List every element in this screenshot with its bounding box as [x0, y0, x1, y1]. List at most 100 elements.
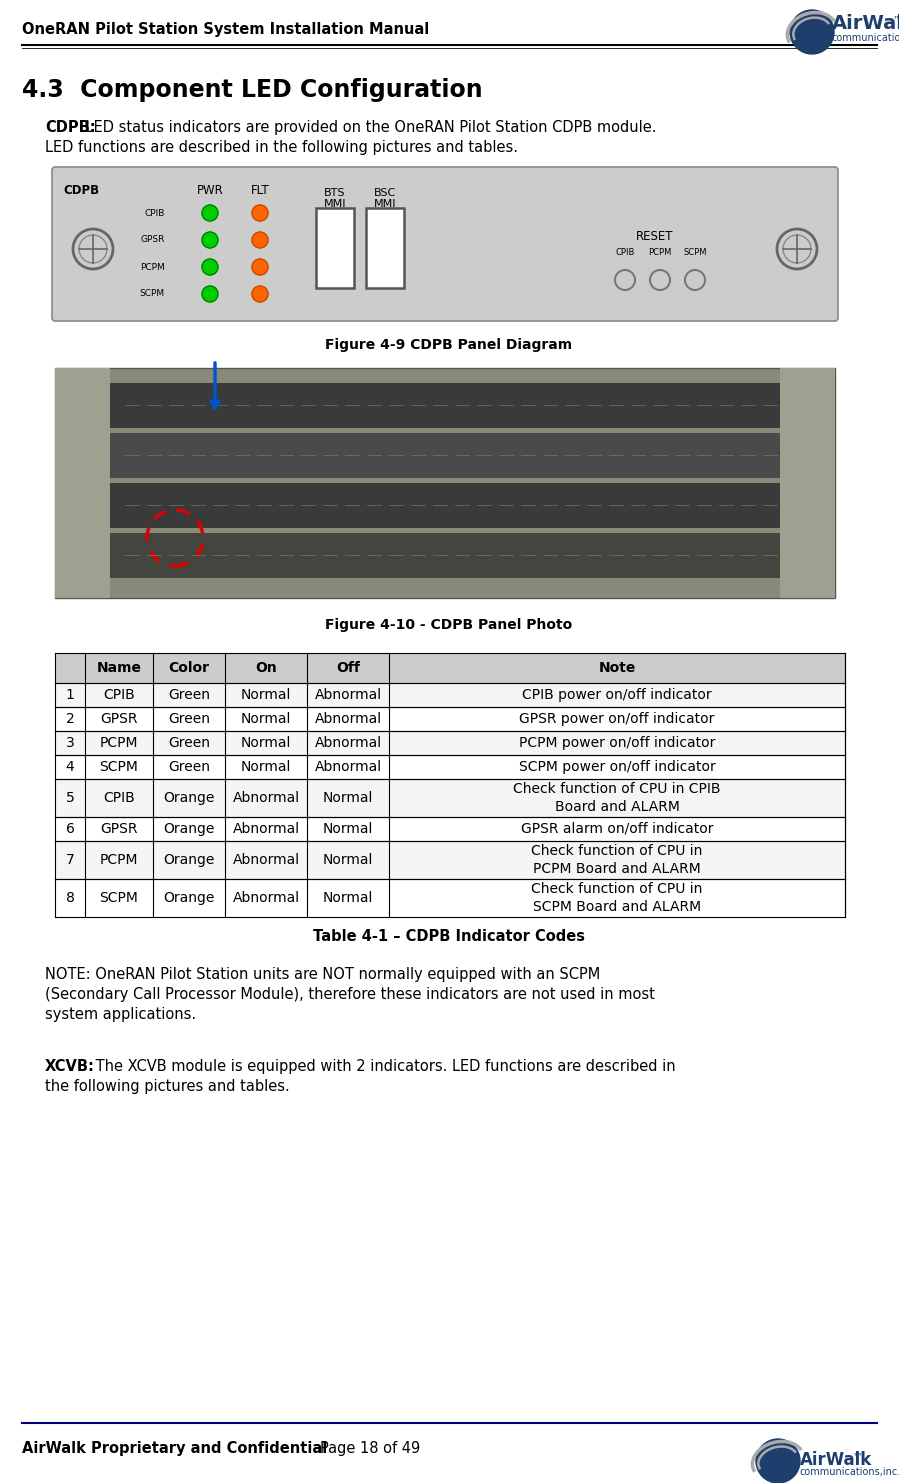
Text: Abnormal: Abnormal [315, 736, 381, 750]
FancyBboxPatch shape [366, 208, 404, 288]
Text: Normal: Normal [323, 891, 373, 905]
Text: Orange: Orange [164, 822, 215, 836]
Text: 2: 2 [66, 712, 75, 727]
Circle shape [202, 231, 218, 248]
Text: ™: ™ [893, 13, 899, 24]
Text: Check function of CPU in
SCPM Board and ALARM: Check function of CPU in SCPM Board and … [531, 882, 703, 914]
FancyBboxPatch shape [55, 779, 845, 817]
FancyBboxPatch shape [55, 817, 845, 841]
Text: PCPM power on/off indicator: PCPM power on/off indicator [519, 736, 716, 750]
FancyBboxPatch shape [55, 653, 845, 684]
Text: 4.3  Component LED Configuration: 4.3 Component LED Configuration [22, 79, 483, 102]
Text: 7: 7 [66, 853, 75, 868]
Text: Page 18 of 49: Page 18 of 49 [320, 1441, 420, 1456]
Text: Normal: Normal [241, 712, 291, 727]
Text: Green: Green [168, 712, 210, 727]
Text: AirWalk: AirWalk [800, 1450, 872, 1470]
Text: Abnormal: Abnormal [315, 712, 381, 727]
Text: FLT: FLT [251, 184, 270, 197]
Text: PCPM: PCPM [140, 262, 165, 271]
Text: SCPM: SCPM [100, 759, 138, 774]
Text: CPIB power on/off indicator: CPIB power on/off indicator [522, 688, 712, 701]
FancyBboxPatch shape [55, 731, 845, 755]
Text: GPSR alarm on/off indicator: GPSR alarm on/off indicator [521, 822, 713, 836]
Text: 1: 1 [66, 688, 75, 701]
Text: SCPM power on/off indicator: SCPM power on/off indicator [519, 759, 716, 774]
Text: MMI: MMI [324, 199, 346, 209]
FancyBboxPatch shape [55, 879, 845, 916]
FancyBboxPatch shape [110, 383, 780, 429]
Text: GPSR: GPSR [101, 822, 138, 836]
Text: PWR: PWR [197, 184, 223, 197]
Text: Figure 4-10 - CDPB Panel Photo: Figure 4-10 - CDPB Panel Photo [325, 618, 573, 632]
Text: 4: 4 [66, 759, 75, 774]
Text: Abnormal: Abnormal [233, 853, 299, 868]
Text: Abnormal: Abnormal [233, 822, 299, 836]
FancyBboxPatch shape [110, 483, 780, 528]
Text: Abnormal: Abnormal [315, 688, 381, 701]
Circle shape [756, 1439, 800, 1483]
Text: PCPM: PCPM [100, 736, 138, 750]
Text: Green: Green [168, 688, 210, 701]
Text: XCVB:: XCVB: [45, 1059, 95, 1074]
Text: Orange: Orange [164, 853, 215, 868]
Text: Check function of CPU in CPIB
Board and ALARM: Check function of CPU in CPIB Board and … [513, 783, 721, 814]
Text: ™: ™ [853, 1450, 863, 1461]
Text: Normal: Normal [323, 822, 373, 836]
Text: GPSR: GPSR [140, 236, 165, 245]
FancyBboxPatch shape [316, 208, 354, 288]
Text: communications,inc.: communications,inc. [832, 33, 899, 43]
Text: SCPM: SCPM [100, 891, 138, 905]
Text: On: On [255, 661, 277, 675]
Text: Figure 4-9 CDPB Panel Diagram: Figure 4-9 CDPB Panel Diagram [325, 338, 573, 351]
Text: CDPB: CDPB [63, 184, 99, 197]
Text: LED status indicators are provided on the OneRAN Pilot Station CDPB module.: LED status indicators are provided on th… [81, 120, 656, 135]
Text: Table 4-1 – CDPB Indicator Codes: Table 4-1 – CDPB Indicator Codes [313, 928, 585, 945]
FancyBboxPatch shape [55, 368, 835, 598]
Text: Normal: Normal [241, 688, 291, 701]
Text: AirWalk: AirWalk [832, 13, 899, 33]
Circle shape [202, 286, 218, 303]
Text: Orange: Orange [164, 790, 215, 805]
Text: MMI: MMI [374, 199, 396, 209]
Text: LED functions are described in the following pictures and tables.: LED functions are described in the follo… [45, 139, 518, 156]
FancyBboxPatch shape [110, 532, 780, 578]
Text: Normal: Normal [241, 759, 291, 774]
Text: Abnormal: Abnormal [233, 891, 299, 905]
Text: PCPM: PCPM [100, 853, 138, 868]
Circle shape [252, 286, 268, 303]
Circle shape [252, 205, 268, 221]
Text: BSC: BSC [374, 188, 396, 199]
Text: CPIB: CPIB [615, 248, 635, 257]
Text: Normal: Normal [323, 853, 373, 868]
FancyBboxPatch shape [55, 707, 845, 731]
Text: Normal: Normal [323, 790, 373, 805]
FancyBboxPatch shape [55, 755, 845, 779]
Text: PCPM: PCPM [648, 248, 672, 257]
FancyBboxPatch shape [55, 684, 845, 707]
Circle shape [252, 260, 268, 274]
Text: Green: Green [168, 759, 210, 774]
Text: CPIB: CPIB [145, 209, 165, 218]
Text: system applications.: system applications. [45, 1007, 196, 1022]
Text: AirWalk Proprietary and Confidential: AirWalk Proprietary and Confidential [22, 1441, 327, 1456]
Text: 5: 5 [66, 790, 75, 805]
Circle shape [790, 10, 834, 53]
FancyBboxPatch shape [55, 368, 110, 598]
Text: Normal: Normal [241, 736, 291, 750]
Text: Off: Off [336, 661, 360, 675]
Text: NOTE: OneRAN Pilot Station units are NOT normally equipped with an SCPM: NOTE: OneRAN Pilot Station units are NOT… [45, 967, 601, 982]
Circle shape [202, 205, 218, 221]
Text: 6: 6 [66, 822, 75, 836]
Text: (Secondary Call Processor Module), therefore these indicators are not used in mo: (Secondary Call Processor Module), there… [45, 988, 654, 1003]
FancyBboxPatch shape [110, 433, 780, 478]
Text: SCPM: SCPM [140, 289, 165, 298]
Text: 3: 3 [66, 736, 75, 750]
Text: Note: Note [599, 661, 636, 675]
FancyBboxPatch shape [780, 368, 835, 598]
Text: The XCVB module is equipped with 2 indicators. LED functions are described in: The XCVB module is equipped with 2 indic… [91, 1059, 676, 1074]
Text: RESET: RESET [636, 230, 673, 243]
Text: Green: Green [168, 736, 210, 750]
Text: Abnormal: Abnormal [233, 790, 299, 805]
Text: CPIB: CPIB [103, 790, 135, 805]
